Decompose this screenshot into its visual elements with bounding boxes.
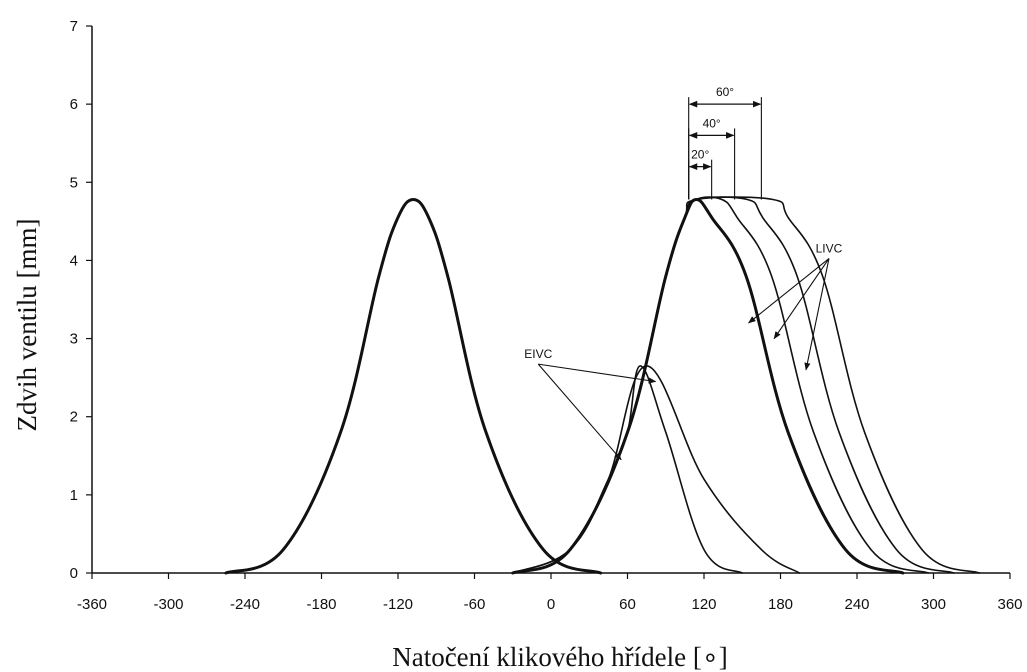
- y-tick-label: 3: [70, 331, 78, 348]
- y-tick-label: 7: [70, 18, 78, 35]
- x-tick-label: -120: [383, 596, 413, 613]
- y-tick-label: 0: [70, 565, 78, 582]
- y-tick-label: 6: [70, 96, 78, 113]
- x-tick-label: 0: [547, 596, 555, 613]
- series-line-2: [513, 200, 903, 574]
- x-tick-label: -60: [464, 596, 486, 613]
- annotation-label: EIVC: [524, 347, 552, 361]
- y-tick-label: 1: [70, 487, 78, 504]
- x-tick-label: -300: [153, 596, 183, 613]
- y-tick-label: 2: [70, 409, 78, 426]
- bracket-label: 20°: [691, 148, 709, 162]
- y-tick-label: 4: [70, 252, 78, 269]
- annotation-arrow: [538, 364, 621, 460]
- y-axis-title: Zdvih ventilu [mm]: [12, 219, 42, 432]
- x-tick-label: 120: [691, 596, 716, 613]
- curves: [226, 197, 980, 573]
- x-tick-label: -180: [306, 596, 336, 613]
- x-tick-label: -360: [77, 596, 107, 613]
- x-tick-label: 240: [844, 596, 869, 613]
- x-tick-label: 180: [768, 596, 793, 613]
- series-line-4: [513, 366, 800, 573]
- x-tick-label: 60: [619, 596, 636, 613]
- x-tick-label: -240: [230, 596, 260, 613]
- y-tick-label: 5: [70, 174, 78, 191]
- series-line-5: [513, 197, 929, 573]
- series-line-1: [226, 200, 601, 574]
- x-tick-label: 360: [997, 596, 1022, 613]
- annotation-label: LIVC: [816, 242, 843, 256]
- annotation-arrow: [749, 259, 829, 323]
- bracket-label: 40°: [703, 116, 721, 130]
- annotations: 60° 40° 20° LIVC EIVC: [524, 85, 842, 460]
- x-axis-title: Natočení klikového hřídele [∘]: [392, 642, 728, 672]
- series-line-3: [513, 366, 743, 573]
- bracket-label: 60°: [716, 85, 734, 99]
- x-tick-label: 300: [921, 596, 946, 613]
- series-line-7: [513, 197, 980, 573]
- series-line-6: [513, 197, 954, 573]
